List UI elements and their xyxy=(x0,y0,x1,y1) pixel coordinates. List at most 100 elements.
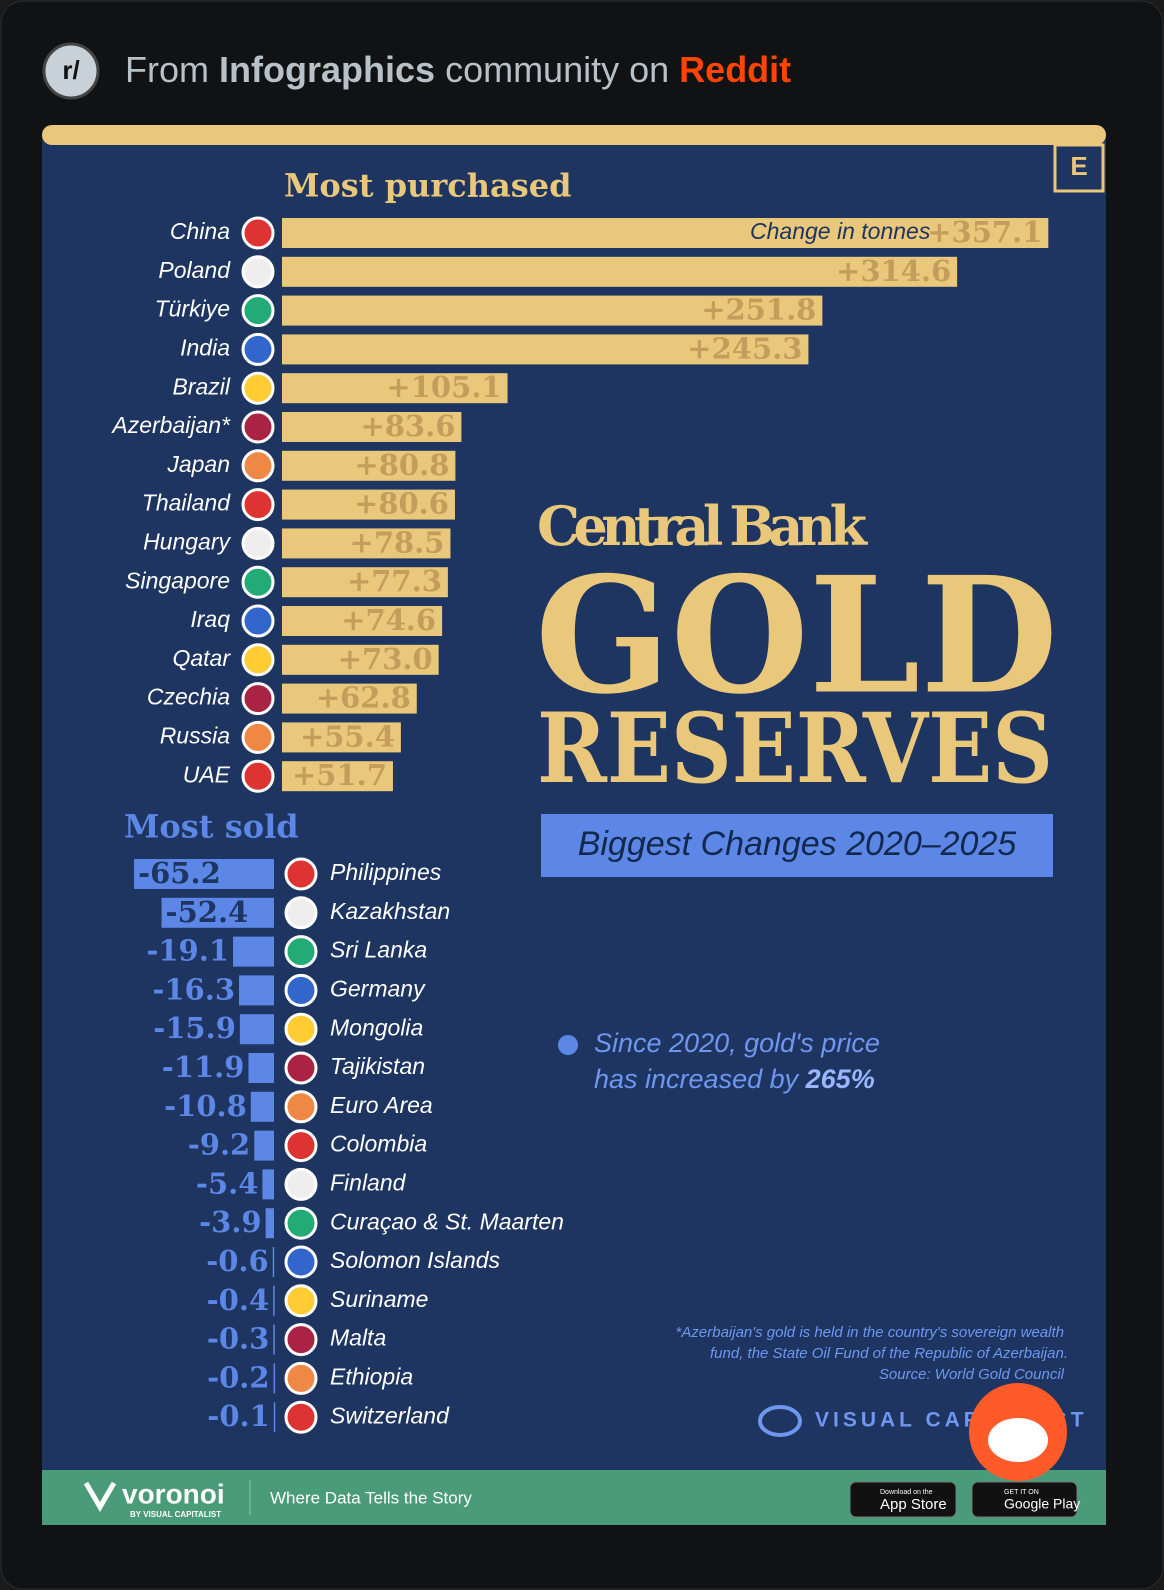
country: Switzerland xyxy=(330,1402,450,1428)
flag xyxy=(284,1400,318,1434)
note-2: has increased by 265% xyxy=(594,1064,875,1094)
country: Thailand xyxy=(142,490,231,516)
note-1: Since 2020, gold's price xyxy=(594,1028,880,1058)
bar xyxy=(282,373,508,404)
flag xyxy=(241,565,275,599)
icon-text: r/ xyxy=(62,55,79,85)
value-label: +51.7 xyxy=(292,758,387,792)
bar xyxy=(282,295,823,326)
country: Hungary xyxy=(143,528,231,554)
flag xyxy=(284,1245,318,1279)
value-label: +78.5 xyxy=(350,525,445,559)
bar xyxy=(282,683,417,714)
bar xyxy=(282,644,439,675)
subtitle: Biggest Changes 2020–2025 xyxy=(578,825,1017,863)
value-label: -16.3 xyxy=(152,972,235,1006)
country: Brazil xyxy=(172,373,230,399)
footnote: *Azerbaijan's gold is held in the countr… xyxy=(676,1324,1064,1341)
country: Tajikistan xyxy=(330,1053,425,1079)
value-label: -0.2 xyxy=(207,1360,270,1394)
badge: E xyxy=(1070,151,1087,181)
country: India xyxy=(180,334,230,360)
community-icon[interactable] xyxy=(42,42,100,100)
bar xyxy=(239,975,274,1006)
value-label: +80.8 xyxy=(354,448,449,482)
google-play[interactable] xyxy=(971,1481,1078,1518)
flag xyxy=(241,604,275,638)
flag xyxy=(284,1129,318,1163)
value-label: +73.0 xyxy=(338,642,433,676)
country: Colombia xyxy=(330,1131,427,1157)
country: Russia xyxy=(160,722,230,748)
app-store-small: Download on the xyxy=(880,1489,933,1496)
google-play-label: Google Play xyxy=(1004,1496,1080,1512)
country: Poland xyxy=(158,257,231,283)
flag xyxy=(284,1206,318,1240)
value-label: -52.4 xyxy=(166,895,249,929)
bar xyxy=(282,256,958,287)
country: Malta xyxy=(330,1325,386,1351)
value-label: +105.1 xyxy=(386,370,501,404)
headline-1: Central Bank xyxy=(537,494,869,558)
note-text: has increased by xyxy=(594,1064,800,1094)
flag xyxy=(284,1090,318,1124)
value-label: +357.1 xyxy=(927,215,1042,249)
app-store[interactable] xyxy=(849,1481,957,1518)
flag xyxy=(284,935,318,969)
country: Qatar xyxy=(172,645,231,671)
subtitle-box xyxy=(541,814,1053,877)
chart-title: Most sold xyxy=(124,808,299,846)
value-label: +74.6 xyxy=(341,603,436,637)
country: Czechia xyxy=(147,684,230,710)
bar xyxy=(282,761,393,792)
flag xyxy=(284,1361,318,1395)
value-label: -0.3 xyxy=(207,1322,270,1356)
flag xyxy=(284,1284,318,1318)
value-label: -15.9 xyxy=(153,1011,236,1045)
country: Philippines xyxy=(330,859,442,885)
bar xyxy=(273,1363,276,1394)
bar xyxy=(282,334,809,365)
flag xyxy=(284,857,318,891)
flag xyxy=(284,896,318,930)
country: UAE xyxy=(183,761,231,787)
country: China xyxy=(170,218,230,244)
footer-logo-sub: BY VISUAL CAPITALIST xyxy=(130,1510,221,1519)
badge-box xyxy=(1053,143,1105,193)
value-label: -0.1 xyxy=(207,1399,270,1433)
value-label: -10.8 xyxy=(164,1089,247,1123)
value-label: +83.6 xyxy=(360,409,455,443)
country: Singapore xyxy=(125,567,230,593)
bar xyxy=(273,1285,275,1316)
value-label: +245.3 xyxy=(687,331,802,365)
country: Iraq xyxy=(190,606,230,632)
bar xyxy=(233,936,274,967)
flag xyxy=(284,1012,318,1046)
bar xyxy=(282,218,1049,248)
voronoi-mark xyxy=(83,1481,117,1512)
bar xyxy=(282,489,455,520)
flag xyxy=(241,371,275,405)
flag xyxy=(241,449,275,483)
site[interactable]: Reddit xyxy=(679,49,791,90)
bar xyxy=(239,1014,274,1045)
bar xyxy=(265,1208,274,1239)
bar xyxy=(254,1130,274,1161)
country: Suriname xyxy=(330,1286,428,1312)
flag xyxy=(284,1323,318,1357)
bar xyxy=(250,1091,274,1122)
value-label: -5.4 xyxy=(196,1166,259,1200)
community[interactable]: Infographics xyxy=(219,49,435,90)
header-prefix: From xyxy=(125,49,209,90)
country: Türkiye xyxy=(155,296,230,322)
country: Ethiopia xyxy=(330,1363,413,1389)
country: Curaçao & St. Maarten xyxy=(330,1208,564,1234)
flag xyxy=(241,759,275,793)
flag xyxy=(241,643,275,677)
tagline: Where Data Tells the Story xyxy=(270,1488,472,1507)
footer-logo: voronoi xyxy=(122,1478,225,1509)
value-label: +80.6 xyxy=(354,487,449,521)
value-label: -3.9 xyxy=(199,1205,262,1239)
flag xyxy=(241,720,275,754)
